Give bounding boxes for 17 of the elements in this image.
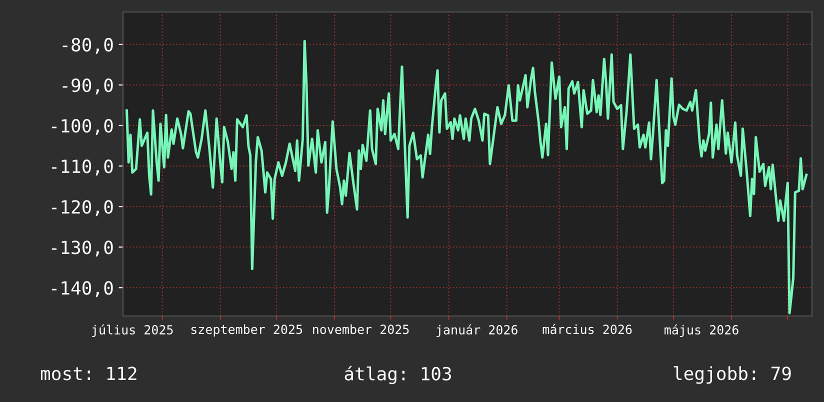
text: legjobb: 79 [674,366,791,384]
text: átlag: 103 [344,366,451,384]
text: most: 112 [40,366,136,380]
y-tick-label: -90,0 [62,78,113,94]
y-tick-label: -110,0 [52,160,113,176]
x-tick-label: január 2026 [436,324,518,337]
x-tick-label: szeptember 2025 [191,324,302,336]
y-tick-label: -130,0 [52,240,113,257]
x-tick-label: július 2025 [92,324,173,337]
y-tick-label: -80,0 [62,38,113,54]
y-tick-label: -120,0 [52,200,113,216]
x-tick-label: november 2025 [313,324,409,334]
y-tick-label: -100,0 [52,119,113,135]
x-tick-label: május 2026 [664,324,738,337]
y-tick-label: -140,0 [52,281,113,298]
line-series [125,40,808,314]
x-tick-label: március 2026 [542,324,632,334]
